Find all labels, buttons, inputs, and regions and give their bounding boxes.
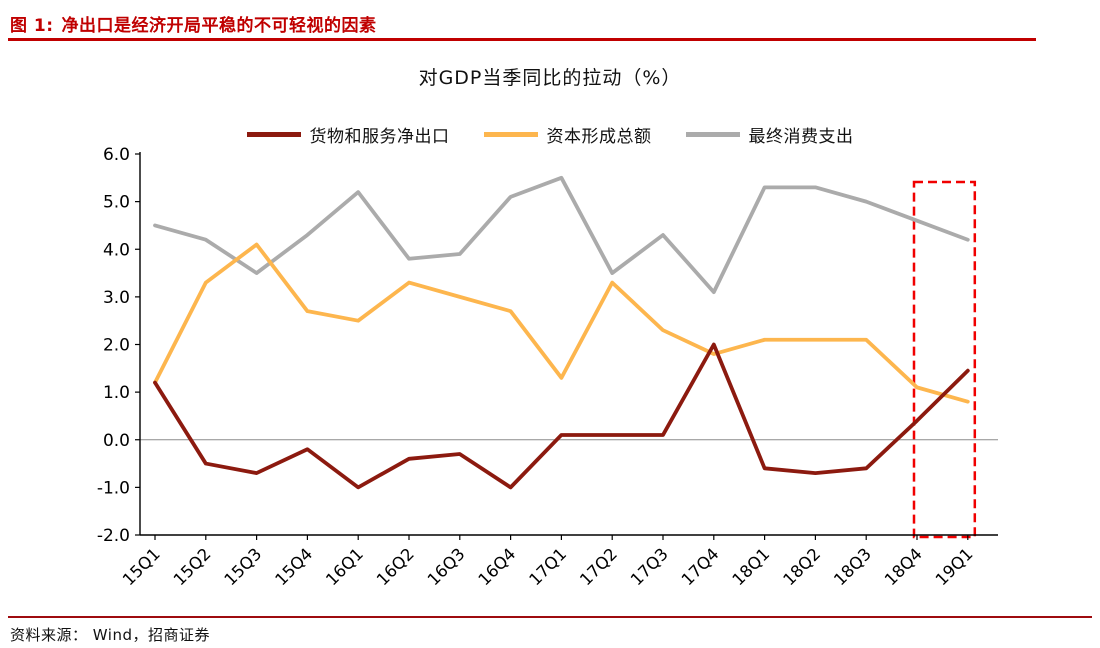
y-tick-label: 0.0 <box>103 431 130 451</box>
legend-label-1: 资本形成总额 <box>546 127 652 147</box>
x-tick-label: 17Q3 <box>627 544 672 589</box>
legend-swatch-2 <box>685 132 740 137</box>
x-tick-label: 17Q1 <box>525 544 570 589</box>
legend-swatch-0 <box>246 132 301 137</box>
series-final-consumption <box>153 175 970 295</box>
x-tick-label: 15Q2 <box>170 544 215 589</box>
x-tick-label: 15Q1 <box>119 544 164 589</box>
x-tick-label: 16Q2 <box>373 544 418 589</box>
figure-caption: 图 1: 净出口是经济开局平稳的不可轻视的因素 <box>10 11 377 36</box>
y-tick-label: 4.0 <box>103 240 130 260</box>
y-tick-label: 6.0 <box>103 145 130 165</box>
x-tick-label: 16Q1 <box>322 544 367 589</box>
legend-label-0: 货物和服务净出口 <box>309 127 450 147</box>
source-text: 资料来源： Wind，招商证券 <box>10 626 210 644</box>
legend-label-2: 最终消费支出 <box>748 127 854 147</box>
legend-item-2: 最终消费支出 <box>685 122 854 147</box>
x-tick-label: 19Q1 <box>932 544 977 589</box>
series-capital-formation <box>153 242 970 404</box>
x-tick-label: 18Q4 <box>881 544 926 589</box>
x-tick-label: 18Q1 <box>729 544 774 589</box>
legend-item-1: 资本形成总额 <box>483 122 652 147</box>
chart-title: 对GDP当季同比的拉动（%） <box>418 67 682 89</box>
x-tick-label: 17Q2 <box>576 544 621 589</box>
x-tick-label: 17Q4 <box>678 544 723 589</box>
legend-item-0: 货物和服务净出口 <box>246 122 450 147</box>
source-rule <box>8 616 1092 618</box>
legend-swatch-1 <box>483 132 538 137</box>
series-net-exports <box>153 342 970 490</box>
chart-legend: 货物和服务净出口 资本形成总额 最终消费支出 <box>0 122 1100 147</box>
figure-title: 净出口是经济开局平稳的不可轻视的因素 <box>61 16 377 36</box>
x-tick-label: 18Q3 <box>830 544 875 589</box>
caption-rule <box>8 38 1036 41</box>
y-tick-label: 3.0 <box>103 288 130 308</box>
x-tick-label: 15Q3 <box>221 544 266 589</box>
figure-number: 图 1: <box>10 16 54 36</box>
x-tick-label: 16Q4 <box>475 544 520 589</box>
x-tick-label: 18Q2 <box>779 544 824 589</box>
y-tick-label: 5.0 <box>103 193 130 213</box>
x-tick-label: 16Q3 <box>424 544 469 589</box>
y-tick-label: 1.0 <box>103 383 130 403</box>
y-tick-label: -1.0 <box>97 478 130 498</box>
x-tick-label: 15Q4 <box>271 544 316 589</box>
highlight-box <box>912 180 977 539</box>
y-tick-label: 2.0 <box>103 336 130 356</box>
y-tick-label: -2.0 <box>97 526 130 546</box>
